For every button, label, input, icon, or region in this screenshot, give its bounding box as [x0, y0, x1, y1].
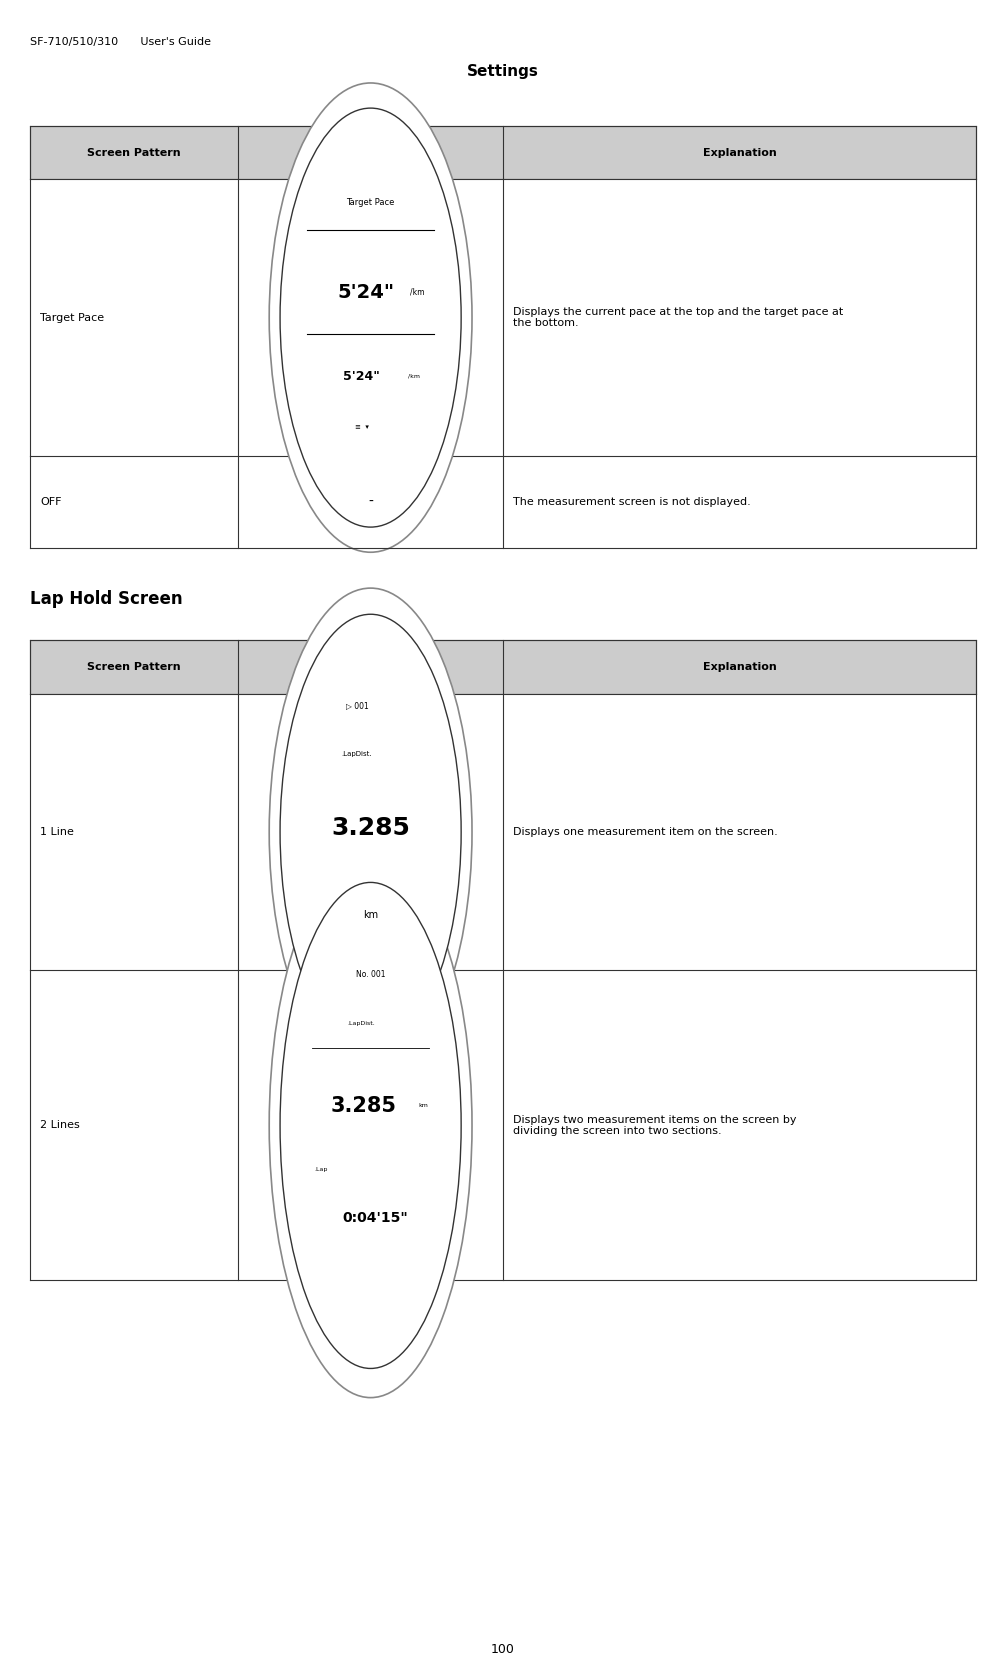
Text: Screen: Screen	[349, 147, 392, 158]
Text: ▷ 001: ▷ 001	[346, 701, 368, 711]
FancyBboxPatch shape	[30, 179, 976, 456]
Text: 3.285: 3.285	[331, 816, 410, 840]
Text: 2 Lines: 2 Lines	[40, 1121, 80, 1130]
Text: OFF: OFF	[40, 498, 61, 506]
Text: Explanation: Explanation	[702, 662, 777, 672]
Text: Displays two measurement items on the screen by
dividing the screen into two sec: Displays two measurement items on the sc…	[513, 1115, 797, 1136]
Text: Displays the current pace at the top and the target pace at
the bottom.: Displays the current pace at the top and…	[513, 307, 843, 328]
Text: /km: /km	[410, 288, 425, 297]
Ellipse shape	[270, 853, 472, 1398]
Text: 3.285: 3.285	[330, 1096, 396, 1116]
Text: Screen Pattern: Screen Pattern	[88, 147, 181, 158]
Text: Explanation: Explanation	[702, 147, 777, 158]
Text: Screen Pattern: Screen Pattern	[88, 662, 181, 672]
Text: Displays one measurement item on the screen.: Displays one measurement item on the scr…	[513, 828, 778, 836]
Ellipse shape	[270, 588, 472, 1076]
Text: .LapDist.: .LapDist.	[348, 1021, 375, 1026]
Text: SF-710/510/310  User's Guide: SF-710/510/310 User's Guide	[30, 37, 211, 47]
Text: ≡  ▾: ≡ ▾	[355, 424, 368, 429]
FancyBboxPatch shape	[30, 970, 976, 1280]
FancyBboxPatch shape	[30, 694, 976, 970]
Text: /km: /km	[408, 374, 421, 379]
Ellipse shape	[280, 107, 461, 526]
FancyBboxPatch shape	[30, 126, 976, 179]
FancyBboxPatch shape	[30, 456, 976, 548]
Text: 5'24": 5'24"	[338, 283, 394, 302]
Ellipse shape	[280, 615, 461, 1049]
Text: km: km	[363, 910, 378, 920]
Text: Screen: Screen	[349, 662, 392, 672]
Text: Target Pace: Target Pace	[40, 313, 105, 322]
Text: No. 001: No. 001	[356, 970, 385, 979]
Text: -: -	[368, 494, 373, 510]
FancyBboxPatch shape	[30, 640, 976, 694]
Text: Target Pace: Target Pace	[346, 198, 394, 206]
Text: The measurement screen is not displayed.: The measurement screen is not displayed.	[513, 498, 750, 506]
Text: 0:04'15": 0:04'15"	[342, 1210, 408, 1225]
Text: .LapDist.: .LapDist.	[342, 751, 372, 756]
Text: 1 Line: 1 Line	[40, 828, 74, 836]
Ellipse shape	[280, 883, 461, 1369]
Text: km: km	[418, 1103, 429, 1108]
Text: 100: 100	[491, 1642, 515, 1656]
Ellipse shape	[270, 82, 472, 553]
Text: 5'24": 5'24"	[343, 370, 380, 382]
Text: .Lap: .Lap	[314, 1166, 328, 1172]
Text: Settings: Settings	[467, 64, 539, 79]
Text: Lap Hold Screen: Lap Hold Screen	[30, 590, 183, 608]
